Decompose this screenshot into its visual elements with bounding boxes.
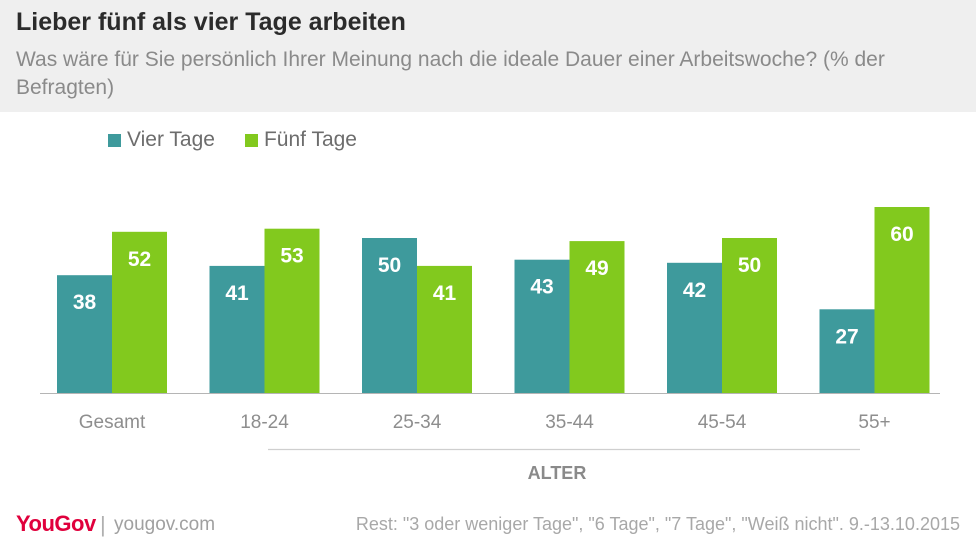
bar-vier-tage-4 [667,262,722,393]
legend-item-fuenf-tage: Fünf Tage [244,128,357,152]
bar-vier-tage-2 [362,238,417,393]
category-label-3: 35-44 [545,412,594,433]
header-band: Lieber fünf als vier Tage arbeiten Was w… [0,0,976,112]
legend-label-vier-tage: Vier Tage [127,128,215,151]
data-label-vier-tage-3: 43 [530,276,553,299]
data-label-vier-tage-4: 42 [683,279,706,302]
footer-site-link[interactable]: yougov.com [114,514,216,535]
bar-vier-tage-0 [57,275,112,393]
legend-swatch-fuenf-tage [244,133,258,147]
legend-label-fuenf-tage: Fünf Tage [263,128,357,151]
chart-subtitle: Was wäre für Sie persönlich Ihrer Meinun… [16,48,885,99]
data-label-fuenf-tage-1: 53 [280,245,303,268]
data-label-vier-tage-1: 41 [225,282,249,305]
legend: Vier Tage Fünf Tage [108,128,387,152]
bar-fuenf-tage-4 [722,238,777,393]
data-label-fuenf-tage-2: 41 [433,282,457,305]
legend-item-vier-tage: Vier Tage [108,128,215,152]
footer-note: Rest: "3 oder weniger Tage", "6 Tage", "… [355,514,960,534]
data-label-fuenf-tage-5: 60 [890,223,913,246]
bar-fuenf-tage-5 [874,207,930,393]
bar-vier-tage-5 [819,309,875,393]
footer-separator: | [100,512,106,537]
bar-fuenf-tage-2 [417,265,472,393]
legend-swatch-vier-tage [108,133,121,147]
data-label-fuenf-tage-0: 52 [128,248,151,271]
data-label-fuenf-tage-3: 49 [585,257,608,280]
bar-vier-tage-3 [514,259,570,393]
bar-fuenf-tage-3 [569,241,625,393]
data-label-vier-tage-0: 38 [73,291,97,314]
age-group-label: ALTER [528,463,587,483]
bar-vier-tage-1 [209,265,265,393]
chart-title: Lieber fünf als vier Tage arbeiten [16,8,406,36]
bar-fuenf-tage-1 [264,228,320,393]
category-label-2: 25-34 [393,412,442,433]
category-label-5: 55+ [858,412,890,433]
category-label-0: Gesamt [79,412,146,433]
bar-fuenf-tage-0 [112,231,167,393]
yougov-logo: YouGov [16,511,96,536]
data-label-vier-tage-5: 27 [835,325,858,348]
category-label-4: 45-54 [698,412,747,433]
data-label-fuenf-tage-4: 50 [738,254,761,277]
data-label-vier-tage-2: 50 [378,254,401,277]
category-label-1: 18-24 [240,412,289,433]
